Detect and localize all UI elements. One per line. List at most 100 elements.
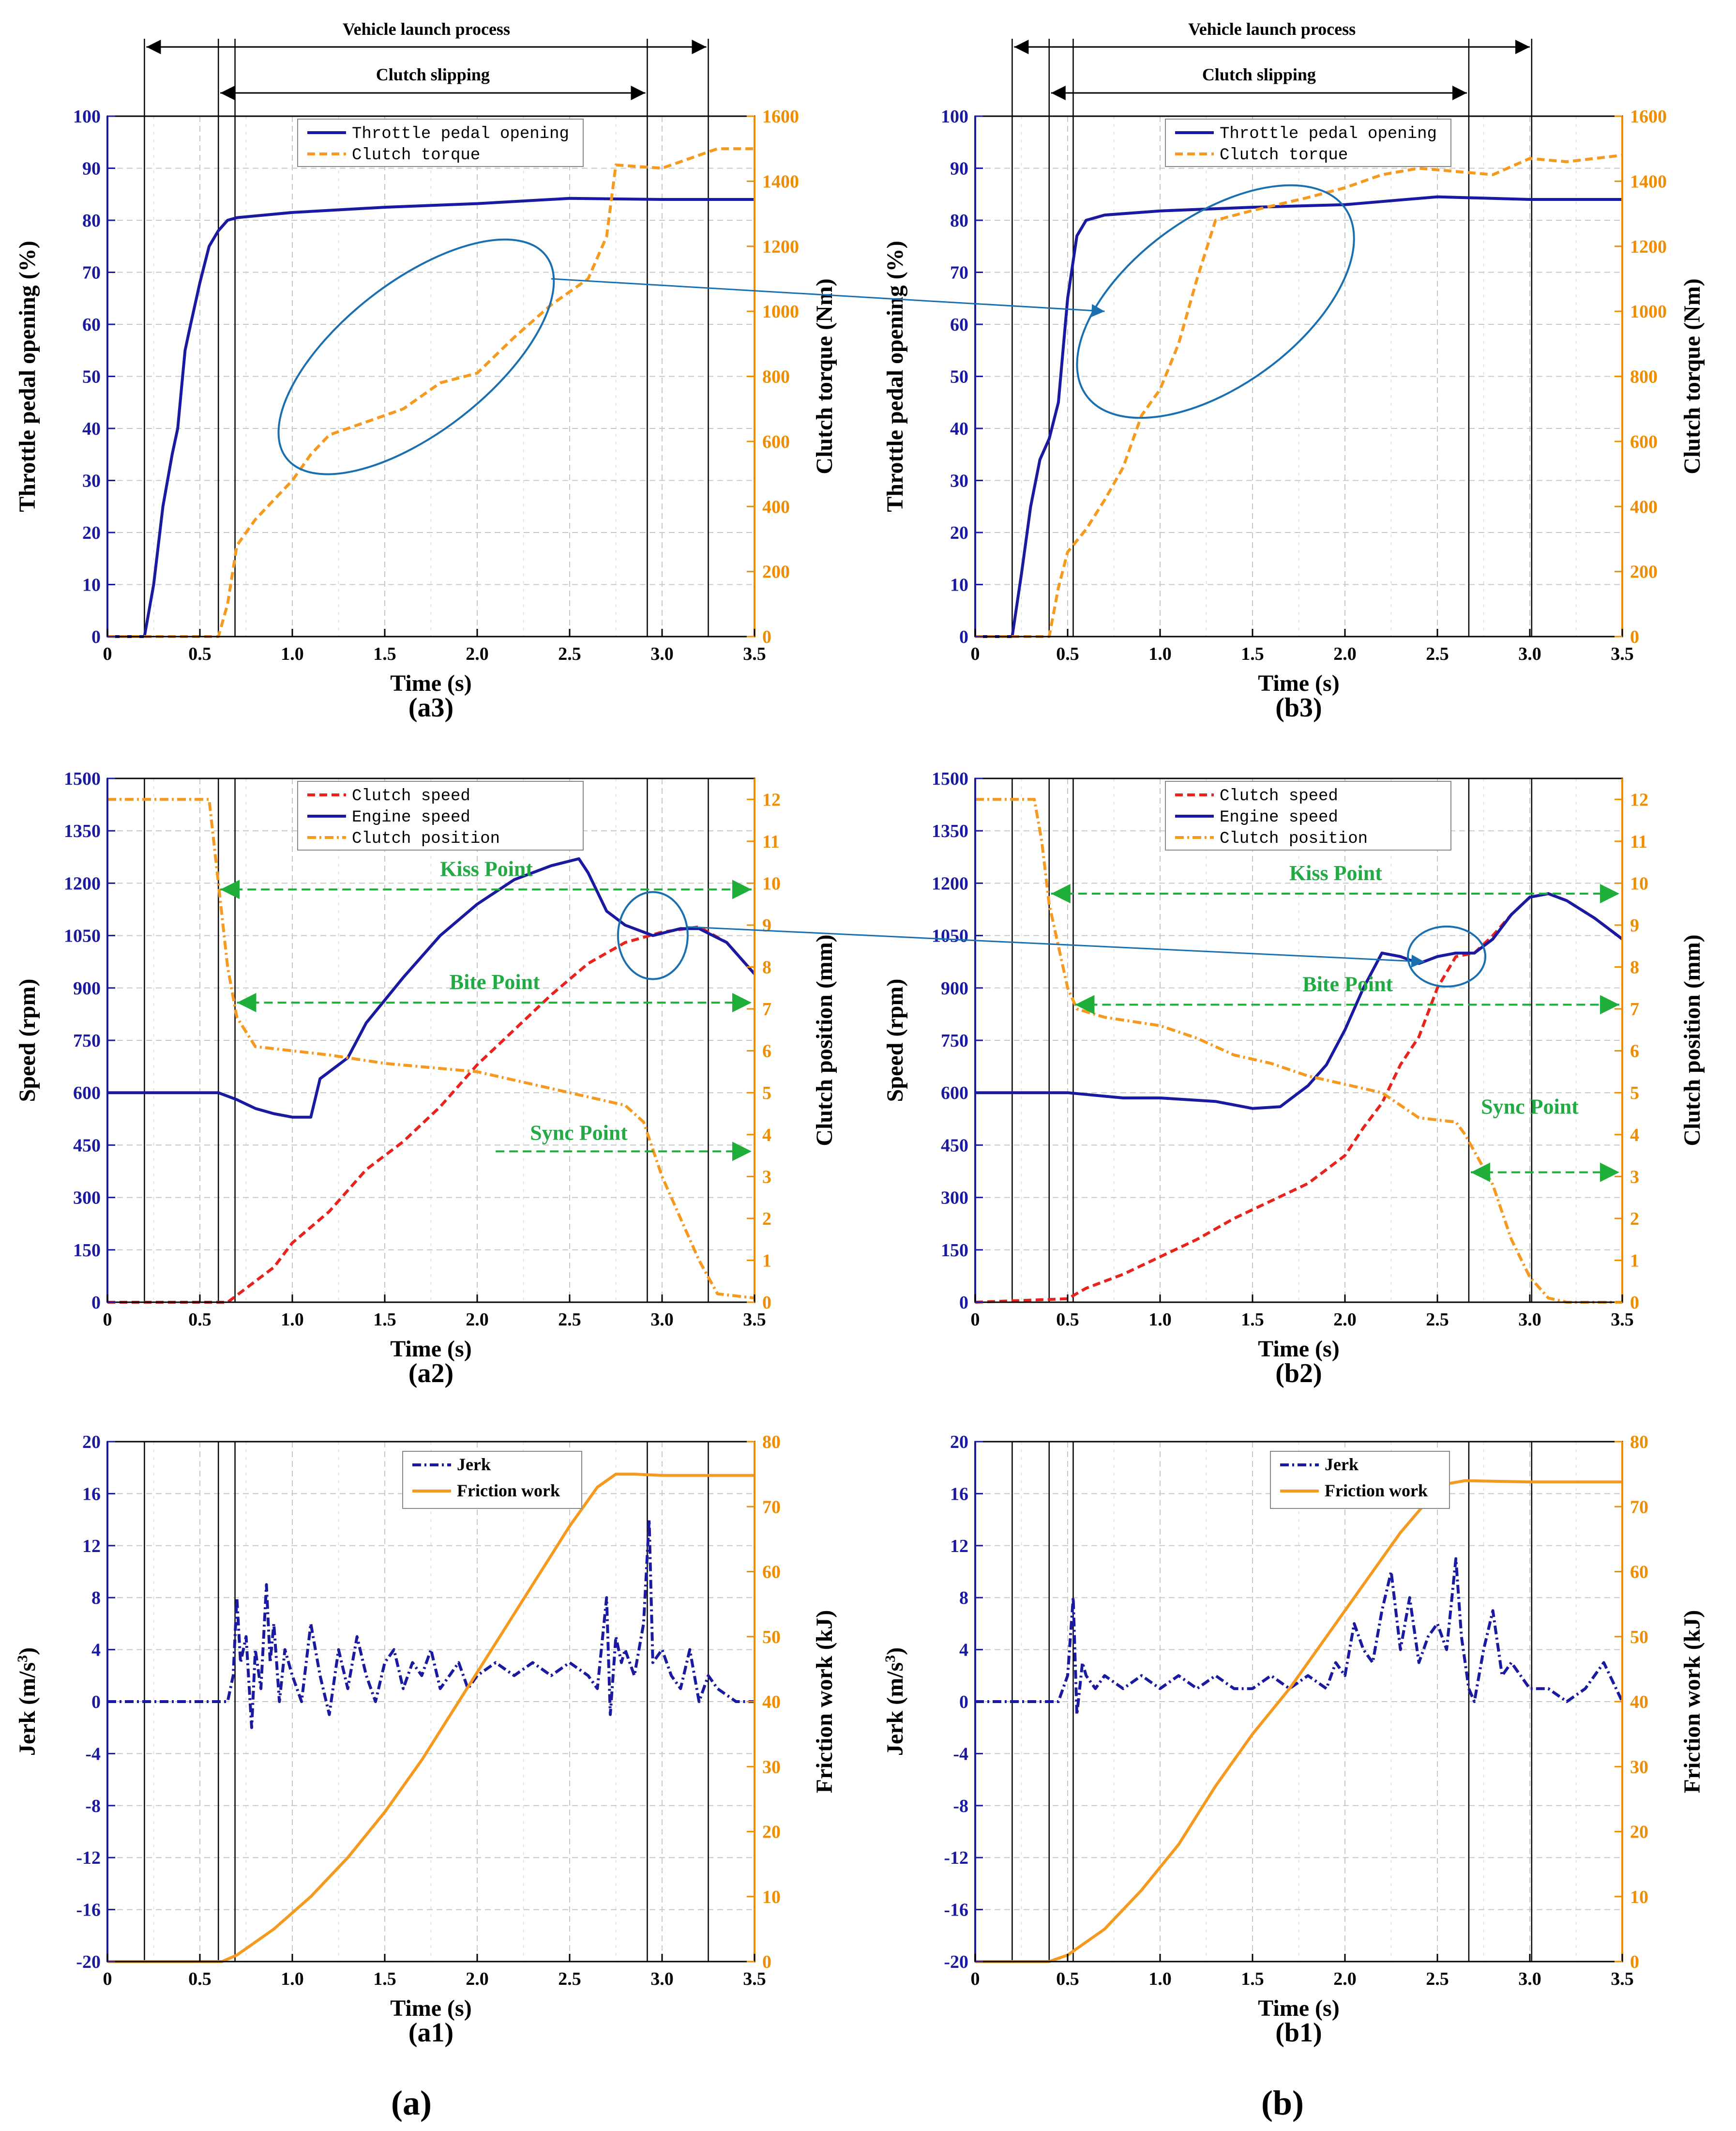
- x-tick-label: 3.0: [650, 1969, 674, 1989]
- x-tick-label: 0: [103, 1969, 112, 1989]
- x-tick-label: 3.5: [1611, 1969, 1634, 1989]
- y-tick-label: 0: [91, 1293, 101, 1313]
- y2-axis-title: Clutch torque (Nm): [1679, 278, 1705, 474]
- y2-tick-label: 9: [762, 915, 771, 936]
- overlay-layer: Vehicle launch process Clutch slipping Veh…: [146, 19, 1619, 1182]
- series-clutch-position: [975, 798, 1622, 1304]
- y-tick-label: 100: [941, 107, 968, 127]
- y-axis-title-tail: ): [15, 1647, 40, 1655]
- y-tick-label: 30: [950, 471, 968, 491]
- y2-tick-label: 1200: [762, 237, 799, 257]
- y-tick-label: 0: [959, 1692, 968, 1712]
- series-clutch-torque: [975, 153, 1623, 638]
- y-tick-label: 4: [91, 1640, 101, 1660]
- y-tick-label: 1500: [64, 769, 101, 789]
- x-tick-label: 0.5: [188, 1309, 211, 1330]
- legend-label: Clutch speed: [352, 787, 470, 806]
- slipping-label: Clutch slipping: [376, 65, 490, 84]
- y-tick-label: 900: [73, 978, 101, 999]
- x-tick-label: 1.5: [1241, 1969, 1264, 1989]
- y-tick-label: 600: [941, 1083, 968, 1103]
- y-tick-label: 60: [950, 315, 968, 335]
- figure-label-b: (b): [1261, 2084, 1304, 2122]
- y-tick-label: 90: [82, 159, 101, 179]
- y-tick-label: 1050: [64, 926, 101, 946]
- y-tick-label: 60: [82, 315, 101, 335]
- x-tick-label: 0.5: [1056, 1969, 1079, 1989]
- x-tick-label: 1.5: [373, 644, 396, 664]
- y-tick-label: 16: [950, 1484, 968, 1504]
- y2-tick-label: 30: [762, 1757, 781, 1777]
- y-tick-label: 40: [950, 419, 968, 439]
- series-friction-work: [107, 1473, 755, 1963]
- y2-tick-label: 1400: [1630, 171, 1667, 192]
- y2-tick-label: 60: [1630, 1562, 1648, 1583]
- series-clutch-torque: [107, 147, 755, 638]
- y-tick-label: 80: [950, 211, 968, 231]
- x-tick-label: 0: [971, 1309, 980, 1330]
- series-clutch-speed: [975, 892, 1623, 1304]
- x-tick-label: 2.0: [1333, 1969, 1357, 1989]
- y2-tick-label: 12: [1630, 790, 1648, 810]
- y2-tick-label: 2: [1630, 1209, 1639, 1229]
- y2-axis-title: Clutch position (mm): [812, 934, 837, 1146]
- x-tick-label: 2.5: [558, 644, 581, 664]
- y2-tick-label: 1200: [1630, 237, 1667, 257]
- y-tick-label: 20: [82, 523, 101, 543]
- y-axis-title-sup: 3: [15, 1655, 30, 1662]
- sync-point-label: Sync Point: [1481, 1095, 1579, 1118]
- y-axis-title: Jerk (m/s3): [15, 1647, 41, 1756]
- y2-tick-label: 20: [1630, 1822, 1648, 1842]
- y2-tick-label: 50: [1630, 1627, 1648, 1647]
- y2-tick-label: 6: [762, 1041, 771, 1062]
- y2-tick-label: 400: [762, 497, 790, 517]
- x-tick-label: 2.0: [1333, 644, 1357, 664]
- y-tick-label: 750: [73, 1031, 101, 1051]
- y2-tick-label: 60: [762, 1562, 781, 1583]
- y-tick-label: 1350: [64, 821, 101, 841]
- x-tick-label: 1.0: [1148, 1309, 1172, 1330]
- y2-tick-label: 70: [762, 1497, 781, 1517]
- y-tick-label: 0: [91, 627, 101, 647]
- legend-label: Clutch torque: [1220, 146, 1348, 165]
- panel-label: (a2): [408, 1358, 453, 1388]
- y-axis-title: Speed (rpm): [882, 979, 908, 1102]
- legend-box: [1270, 1451, 1450, 1509]
- y-tick-label: -4: [953, 1744, 968, 1764]
- y-tick-label: 600: [73, 1083, 101, 1103]
- y-tick-label: 10: [950, 575, 968, 595]
- y2-tick-label: 40: [762, 1692, 781, 1712]
- y-tick-label: -16: [944, 1900, 968, 1920]
- x-tick-label: 0.5: [188, 644, 211, 664]
- x-tick-label: 2.5: [1426, 1969, 1449, 1989]
- x-axis-title: Time (s): [1258, 1995, 1339, 2021]
- y2-tick-label: 0: [762, 1952, 771, 1972]
- panel-a3: 0 0.5 1.0 1.5 2.0 2.5 3.0 3.5010203040506070809…: [15, 39, 837, 723]
- y2-tick-label: 5: [1630, 1083, 1639, 1103]
- y-tick-label: 12: [82, 1536, 101, 1556]
- y-tick-label: 150: [941, 1240, 968, 1261]
- y2-tick-label: 600: [762, 432, 790, 452]
- panel-label: (b3): [1275, 693, 1322, 723]
- y2-axis-title: Clutch torque (Nm): [812, 278, 837, 474]
- legend-label: Throttle pedal opening: [1220, 125, 1437, 143]
- y2-tick-label: 1600: [762, 107, 799, 127]
- panel-b1: 0 0.5 1.0 1.5 2.0 2.5 3.0 3.5 -20 -16 -12 -8 -4 0 4 8 12…: [882, 1432, 1706, 2048]
- y-tick-label: -20: [944, 1952, 968, 1972]
- y2-tick-label: 4: [1630, 1125, 1639, 1145]
- x-tick-label: 2.0: [466, 1969, 489, 1989]
- x-tick-label: 0.5: [188, 1969, 211, 1989]
- y-tick-label: 150: [73, 1240, 101, 1261]
- x-tick-label: 3.5: [1611, 644, 1634, 664]
- bite-point-label: Bite Point: [450, 970, 540, 994]
- y2-tick-label: 1: [762, 1250, 771, 1271]
- x-tick-label: 3.5: [743, 644, 766, 664]
- y-axis-title: Jerk (m/s3): [882, 1647, 908, 1756]
- y-tick-label: 1200: [64, 873, 101, 894]
- callout-ellipse-a3: [277, 238, 555, 475]
- series-throttle-pedal-opening: [975, 195, 1622, 638]
- x-tick-label: 1.0: [1148, 644, 1172, 664]
- legend-label: Friction work: [1325, 1481, 1428, 1500]
- y2-tick-label: 1000: [1630, 302, 1667, 322]
- y-tick-label: -12: [944, 1848, 968, 1868]
